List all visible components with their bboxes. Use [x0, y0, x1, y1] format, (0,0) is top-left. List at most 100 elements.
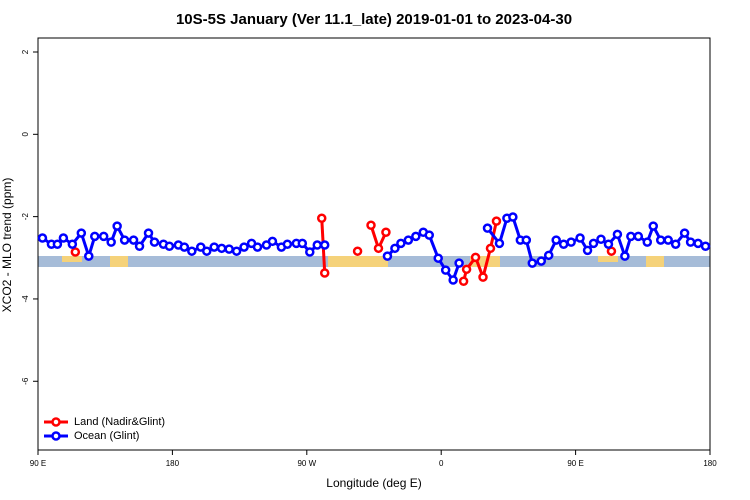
data-point — [440, 265, 451, 275]
data-point — [454, 258, 464, 268]
data-point — [588, 238, 599, 249]
data-point — [494, 238, 505, 249]
data-point — [543, 250, 554, 261]
data-point — [448, 275, 458, 285]
x-tick-label: 90 W — [297, 459, 316, 468]
data-point — [52, 239, 63, 249]
data-point — [67, 239, 78, 249]
data-point — [558, 239, 569, 249]
data-point — [527, 258, 538, 268]
data-point — [620, 251, 630, 261]
data-point — [470, 252, 481, 263]
data-point — [352, 246, 363, 256]
data-point — [381, 227, 391, 238]
data-point — [134, 241, 145, 252]
y-axis-label: XCO2 - MLO trend (ppm) — [0, 178, 14, 313]
data-point — [603, 239, 614, 249]
data-point — [461, 264, 472, 275]
data-point — [70, 247, 81, 257]
data-point — [700, 241, 711, 252]
legend-marker — [51, 431, 61, 441]
data-point — [482, 223, 493, 233]
plot-frame — [37, 37, 711, 451]
data-point — [626, 231, 636, 242]
data-point — [239, 242, 249, 252]
data-point — [433, 253, 443, 263]
x-tick-label: 180 — [703, 459, 717, 468]
data-point — [282, 239, 293, 249]
data-point — [693, 238, 703, 249]
data-point — [216, 243, 227, 254]
data-point — [179, 242, 190, 252]
data-point — [98, 231, 109, 242]
x-tick-label: 90 E — [567, 459, 583, 468]
data-point — [575, 233, 585, 243]
data-point — [106, 237, 116, 247]
x-tick-label: 90 E — [30, 459, 46, 468]
data-point — [390, 243, 400, 254]
data-point — [252, 242, 263, 252]
data-point — [119, 235, 130, 245]
y-tick-label: -4 — [21, 295, 30, 303]
legend-marker — [51, 417, 61, 427]
data-point — [297, 238, 308, 249]
data-point — [403, 235, 414, 245]
data-point — [128, 235, 139, 245]
data-point — [551, 235, 561, 245]
data-point — [642, 237, 653, 247]
chart-title: 10S-5S January (Ver 11.1_late) 2019-01-0… — [176, 11, 572, 28]
data-point — [84, 251, 94, 261]
data-point — [521, 235, 532, 245]
x-axis-label: Longitude (deg E) — [326, 476, 421, 490]
data-point — [305, 247, 315, 257]
data-point — [209, 242, 219, 252]
data-point — [112, 221, 122, 231]
data-point — [196, 242, 206, 252]
data-point — [670, 239, 681, 249]
data-point — [366, 220, 376, 231]
data-point — [396, 238, 406, 249]
y-tick-label: 0 — [21, 132, 30, 137]
data-point — [312, 240, 323, 250]
data-point — [316, 213, 327, 224]
data-point — [231, 246, 242, 256]
data-point — [37, 233, 48, 243]
data-point — [149, 237, 160, 247]
data-point — [685, 237, 696, 247]
data-point — [411, 231, 421, 242]
data-point — [655, 235, 666, 245]
map-strip — [38, 256, 710, 267]
data-point — [164, 241, 175, 252]
data-point — [648, 221, 659, 231]
data-point — [319, 240, 330, 250]
data-point — [566, 237, 576, 247]
data-point — [679, 228, 690, 238]
data-point — [267, 236, 278, 247]
data-point — [382, 251, 393, 261]
data-point — [536, 256, 547, 266]
x-tick-label: 0 — [439, 459, 444, 468]
y-tick-label: 2 — [21, 49, 30, 54]
data-point — [458, 276, 469, 286]
data-point — [58, 233, 69, 243]
data-point — [143, 228, 154, 238]
data-point — [508, 212, 518, 222]
y-tick-label: -6 — [21, 377, 30, 385]
data-point — [596, 234, 606, 245]
data-point — [187, 246, 197, 256]
data-point — [491, 216, 502, 226]
data-point — [633, 231, 644, 242]
y-tick-label: -2 — [21, 213, 30, 221]
data-point — [485, 243, 496, 254]
legend-label: Ocean (Glint) — [74, 430, 139, 442]
data-point — [319, 268, 330, 278]
data-point — [76, 228, 87, 238]
data-point — [478, 272, 488, 282]
data-point — [612, 229, 623, 240]
data-point — [201, 246, 212, 256]
x-tick-label: 180 — [166, 459, 180, 468]
data-point — [582, 245, 593, 256]
data-point — [424, 230, 435, 240]
legend-label: Land (Nadir&Glint) — [74, 416, 165, 428]
data-point — [663, 235, 673, 245]
